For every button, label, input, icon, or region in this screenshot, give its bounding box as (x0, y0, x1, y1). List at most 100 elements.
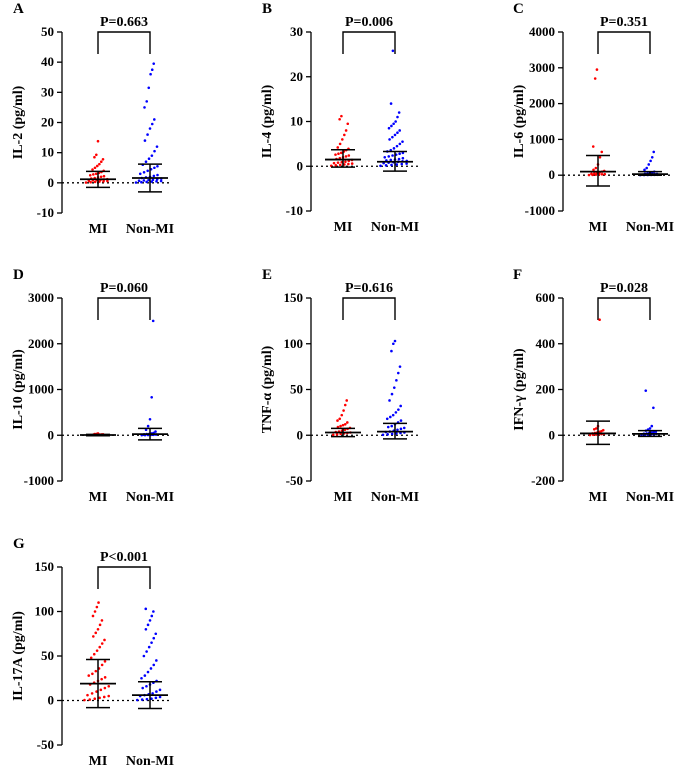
data-point (92, 173, 95, 176)
significance-bracket (97, 297, 151, 320)
data-point (153, 118, 156, 121)
data-point (341, 138, 344, 141)
data-point (332, 161, 336, 165)
panel-b: B -10 0 10 20 30 IL-4 (pg/ml) MI Non-MI P=0.006 (260, 1, 421, 235)
data-point (344, 129, 348, 132)
data-point (89, 656, 93, 660)
data-point (148, 619, 152, 622)
data-point (138, 172, 142, 176)
data-point (95, 605, 99, 609)
data-point (386, 433, 389, 436)
data-point (92, 635, 95, 638)
data-point (391, 135, 394, 139)
data-point (158, 688, 162, 692)
data-point (150, 180, 153, 183)
data-point (343, 133, 346, 137)
y-tick-label: 1000 (28, 382, 54, 397)
data-point (103, 660, 107, 663)
group-mi (580, 318, 616, 446)
panel-letter: B (262, 1, 272, 17)
data-point (155, 180, 158, 183)
data-point (150, 641, 153, 644)
data-point (149, 72, 152, 76)
y-tick-label: 0 (48, 175, 55, 190)
data-point (152, 610, 155, 613)
significance-bracket (342, 297, 396, 320)
data-point (144, 607, 148, 611)
data-point (153, 149, 156, 153)
data-point (392, 342, 395, 346)
data-point (393, 339, 397, 343)
x-category-label: Non-MI (126, 754, 174, 769)
data-point (390, 124, 393, 128)
data-point (146, 169, 149, 173)
data-point (587, 173, 591, 177)
x-category-label: Non-MI (126, 222, 174, 237)
y-axis-title: IFN-γ (pg/ml) (512, 348, 527, 431)
data-point (598, 318, 601, 322)
y-tick-label: 10 (41, 145, 54, 160)
x-category-label: Non-MI (626, 220, 674, 235)
data-point (150, 395, 153, 399)
data-point (148, 127, 152, 130)
data-point (92, 652, 96, 656)
significance-bracket (597, 31, 651, 54)
y-tick-label: 0 (297, 427, 304, 442)
y-tick-label: 2000 (529, 96, 555, 111)
data-point (600, 173, 604, 176)
y-tick-label: 3000 (529, 60, 555, 75)
data-point (140, 180, 143, 184)
x-category-label: Non-MI (371, 220, 419, 235)
data-point (591, 145, 595, 148)
significance-bracket (342, 31, 396, 54)
data-point (145, 697, 149, 701)
data-point (390, 424, 394, 428)
data-point (391, 154, 394, 157)
data-point (334, 164, 338, 167)
data-point (156, 173, 159, 177)
p-value-label: P=0.006 (345, 15, 393, 30)
data-point (647, 163, 651, 166)
y-tick-label: -10 (286, 203, 303, 218)
data-point (137, 179, 141, 183)
data-point (91, 614, 95, 618)
data-point (644, 389, 648, 392)
data-point (336, 419, 339, 422)
data-point (649, 159, 652, 163)
data-point (145, 100, 149, 103)
data-point (396, 371, 400, 375)
x-category-label: MI (89, 222, 108, 237)
data-point (383, 156, 387, 159)
data-point (141, 686, 144, 690)
data-point (107, 684, 111, 688)
data-point (336, 161, 340, 164)
data-point (96, 139, 100, 143)
data-point (151, 692, 154, 695)
group-non-mi (632, 389, 668, 438)
panel-letter: E (262, 267, 272, 283)
group-mi (80, 601, 116, 709)
data-point (338, 417, 342, 421)
data-point (336, 146, 340, 149)
group-mi (325, 114, 361, 168)
data-point (154, 696, 158, 700)
data-point (389, 102, 393, 105)
data-point (388, 138, 391, 141)
data-point (598, 430, 601, 434)
p-value-label: P=0.616 (345, 281, 393, 296)
significance-bracket (97, 566, 151, 589)
data-point (650, 156, 654, 159)
x-category-label: MI (89, 490, 108, 505)
data-point (98, 645, 102, 649)
data-point (389, 415, 392, 419)
data-point (145, 650, 148, 653)
data-point (147, 178, 150, 182)
data-point (347, 162, 350, 166)
y-tick-label: 40 (41, 54, 54, 69)
data-point (100, 642, 104, 645)
data-point (94, 631, 98, 635)
data-point (396, 131, 399, 134)
data-point (588, 433, 592, 437)
y-tick-label: 30 (41, 84, 54, 99)
data-point (144, 628, 148, 631)
